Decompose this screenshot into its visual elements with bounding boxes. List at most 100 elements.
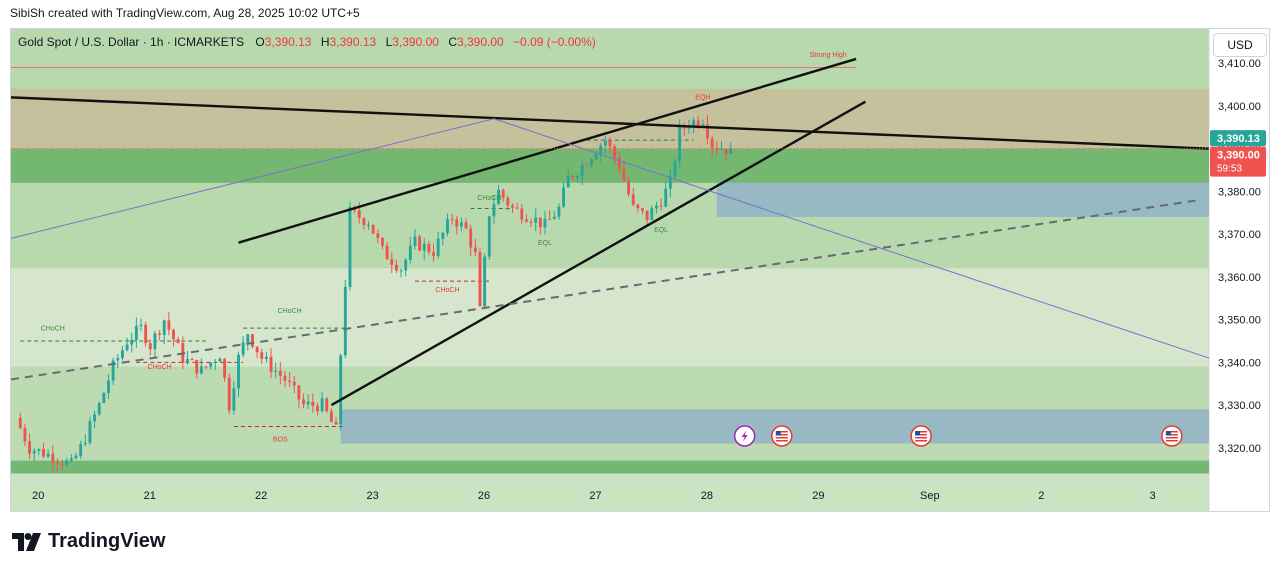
candle bbox=[134, 317, 138, 348]
candle bbox=[334, 416, 338, 425]
us-flag-event-icon[interactable] bbox=[1161, 425, 1183, 447]
candle bbox=[195, 359, 199, 379]
candle-body bbox=[28, 441, 32, 454]
candle bbox=[348, 201, 352, 291]
candle bbox=[232, 381, 236, 415]
candle-body bbox=[422, 243, 426, 251]
candle-body bbox=[645, 210, 649, 220]
candle bbox=[320, 392, 324, 413]
candle bbox=[223, 357, 227, 382]
flag-stripe bbox=[915, 440, 928, 442]
candle-body bbox=[102, 392, 106, 403]
candle bbox=[139, 318, 143, 332]
candle bbox=[18, 412, 22, 430]
candle-body bbox=[125, 344, 129, 351]
candle-body bbox=[195, 359, 199, 374]
candle bbox=[589, 157, 593, 169]
annotation-bos: BOS bbox=[273, 436, 288, 443]
candle-body bbox=[538, 217, 542, 228]
tradingview-brand[interactable]: TradingView bbox=[12, 530, 165, 553]
candle-body bbox=[83, 442, 87, 445]
candle-body bbox=[706, 124, 709, 139]
candle-body bbox=[622, 169, 626, 181]
candle-body bbox=[213, 361, 217, 363]
high-value: 3,390.13 bbox=[329, 35, 377, 49]
candle-body bbox=[576, 176, 579, 178]
candle bbox=[394, 259, 398, 274]
candle bbox=[55, 458, 59, 473]
zone-blue-2 bbox=[716, 182, 1209, 218]
candle bbox=[450, 214, 454, 225]
annotation-choch: CHoCH bbox=[435, 287, 459, 294]
candle bbox=[390, 252, 394, 273]
candle-body bbox=[51, 453, 55, 463]
zone-green-4 bbox=[11, 460, 1209, 474]
candle bbox=[603, 135, 607, 154]
flag-canton bbox=[775, 431, 781, 436]
candle-body bbox=[60, 463, 64, 465]
candle-body bbox=[255, 346, 259, 353]
chart-credit: SibiSh created with TradingView.com, Aug… bbox=[10, 6, 360, 20]
candle bbox=[218, 357, 222, 362]
candle-body bbox=[501, 189, 505, 198]
candle-body bbox=[320, 398, 324, 412]
candle-body bbox=[631, 194, 635, 205]
candle bbox=[459, 217, 463, 232]
candle-body bbox=[42, 449, 45, 457]
candle-body bbox=[186, 359, 189, 363]
earnings-event-icon[interactable] bbox=[733, 425, 756, 447]
candle bbox=[566, 169, 570, 188]
low-value: 3,390.00 bbox=[392, 35, 439, 49]
candle-body bbox=[190, 359, 194, 361]
candle bbox=[362, 216, 366, 230]
candle bbox=[408, 237, 412, 264]
candle bbox=[455, 215, 459, 235]
currency-button[interactable]: USD bbox=[1213, 33, 1267, 57]
flag-stripe bbox=[1165, 440, 1178, 442]
candle bbox=[162, 319, 166, 345]
candle bbox=[645, 210, 649, 225]
candle-body bbox=[167, 320, 171, 330]
candle-body bbox=[74, 455, 78, 459]
candle-body bbox=[111, 360, 115, 381]
open-value: 3,390.13 bbox=[264, 35, 312, 49]
candles bbox=[18, 115, 733, 473]
candle-body bbox=[446, 219, 449, 233]
candle bbox=[631, 187, 635, 207]
symbol-name[interactable]: Gold Spot / U.S. Dollar · 1h · ICMARKETS bbox=[18, 35, 245, 49]
candle-body bbox=[139, 324, 143, 327]
candle bbox=[190, 357, 194, 361]
candle-body bbox=[464, 222, 468, 229]
candle-body bbox=[97, 402, 101, 415]
time-tick-label: 27 bbox=[589, 490, 601, 502]
candle-body bbox=[557, 206, 561, 217]
candle-body bbox=[394, 264, 398, 271]
candle bbox=[446, 213, 449, 237]
low-label: L bbox=[385, 35, 393, 49]
candle-body bbox=[148, 343, 152, 350]
candle-body bbox=[413, 236, 417, 246]
us-flag-event-icon[interactable] bbox=[771, 425, 793, 447]
candle bbox=[511, 203, 514, 214]
candle bbox=[93, 410, 97, 429]
candle bbox=[413, 229, 417, 250]
candle bbox=[237, 351, 240, 398]
annotation-choch: CHoCH bbox=[278, 308, 302, 315]
candle bbox=[515, 202, 519, 210]
high-label: H bbox=[320, 35, 330, 49]
lower-channel bbox=[330, 100, 866, 407]
event-circle bbox=[910, 425, 932, 447]
candle bbox=[520, 203, 524, 224]
candle bbox=[339, 353, 343, 431]
us-flag-event-icon[interactable] bbox=[910, 425, 932, 447]
candle bbox=[69, 454, 73, 463]
close-label: C bbox=[448, 35, 457, 49]
candle-body bbox=[237, 354, 240, 389]
zone-green-1 bbox=[11, 148, 1209, 183]
candle-body bbox=[144, 324, 148, 344]
candle-body bbox=[511, 205, 514, 208]
candle-body bbox=[283, 375, 287, 381]
annotation-choch: CHoCH bbox=[148, 364, 172, 371]
candle bbox=[552, 211, 556, 220]
